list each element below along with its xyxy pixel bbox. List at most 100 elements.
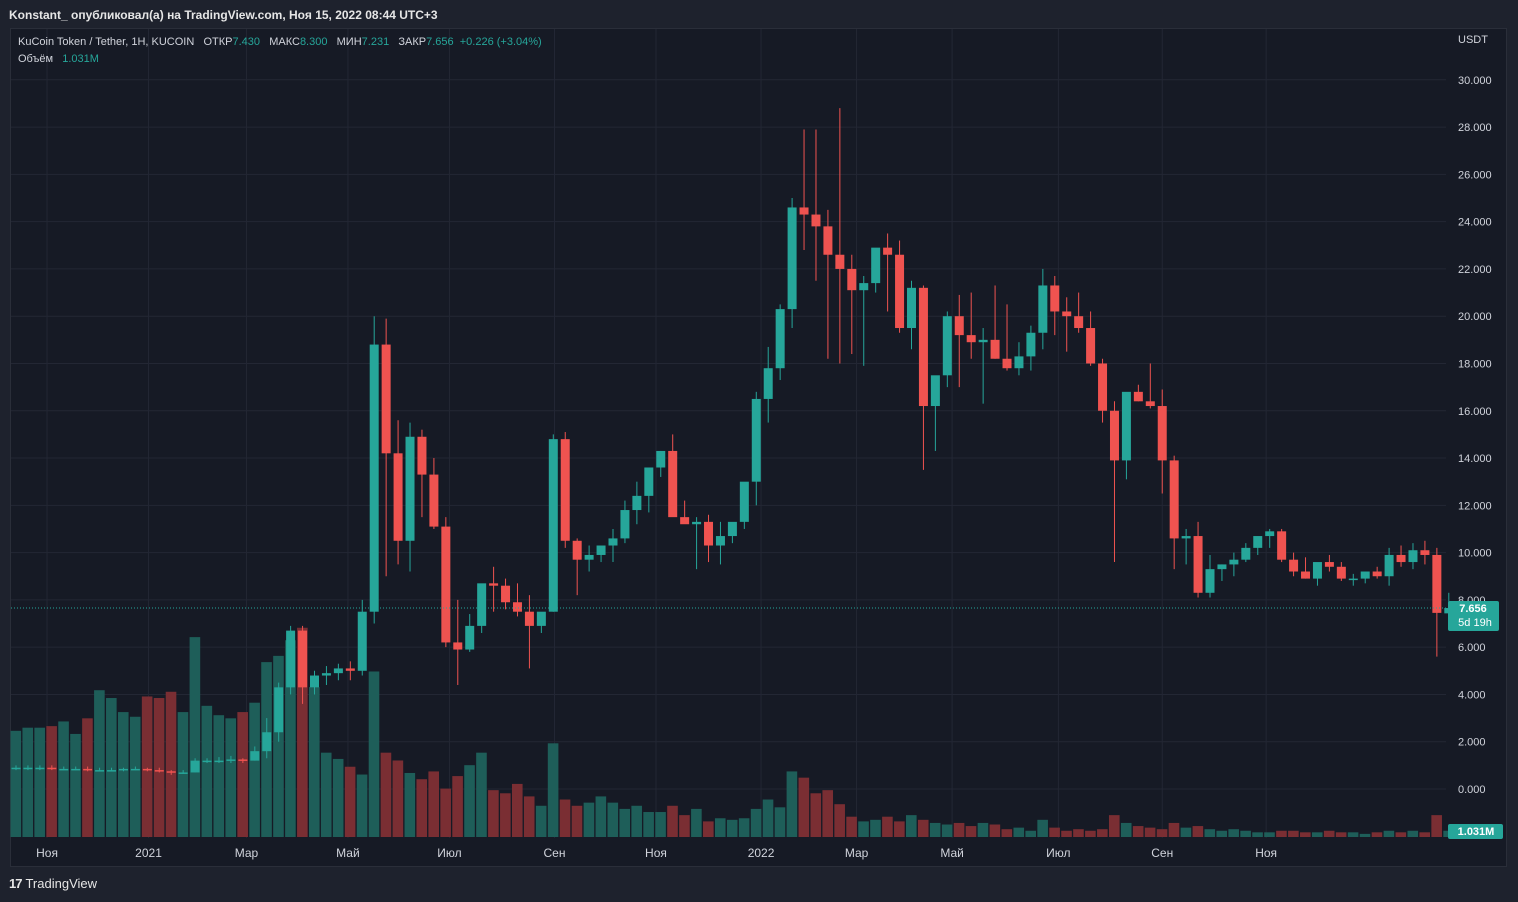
volume-bar <box>46 726 57 837</box>
volume-bar <box>1025 830 1036 837</box>
candle-body <box>154 770 164 772</box>
volume-bar <box>1335 832 1347 837</box>
price-tick-label: 22.000 <box>1458 264 1492 276</box>
volume-bar <box>344 766 356 837</box>
volume-bar <box>571 805 583 837</box>
tradingview-brand[interactable]: 17 TradingView <box>9 876 97 891</box>
volume-bar <box>106 698 117 837</box>
volume-bar <box>404 772 416 837</box>
volume-bar <box>1156 829 1168 837</box>
symbol-label[interactable]: KuCoin Token / Tether, 1H, KUCOIN <box>18 36 195 48</box>
volume-bar <box>225 718 237 837</box>
price-tick-label: 24.000 <box>1458 217 1492 229</box>
volume-bar <box>141 696 153 837</box>
candle-body <box>572 540 582 560</box>
candle-body <box>1074 316 1084 329</box>
open-value: 7.430 <box>232 36 261 48</box>
volume-bars <box>10 627 1454 837</box>
candle-body <box>596 545 606 555</box>
volume-bar <box>428 771 439 837</box>
candle-body <box>202 760 212 763</box>
volume-bar <box>655 812 666 837</box>
candle-body <box>1133 391 1143 402</box>
candle-body <box>1109 410 1119 461</box>
time-tick-label: Ноя <box>1255 846 1277 860</box>
volume-bar <box>94 690 105 837</box>
volume-bar <box>117 712 129 837</box>
volume-bar <box>583 802 595 837</box>
volume-bar <box>129 716 141 837</box>
volume-bar <box>559 799 571 837</box>
volume-bar <box>1419 832 1431 837</box>
volume-bar <box>452 776 463 837</box>
price-tick-label: 14.000 <box>1458 453 1492 465</box>
volume-bar <box>1216 830 1228 837</box>
candle-body <box>190 760 200 773</box>
time-tick-label: Сен <box>544 846 566 860</box>
time-tick-label: Июл <box>437 846 461 860</box>
candle-body <box>166 771 176 773</box>
candle-body <box>118 768 128 771</box>
volume-bar <box>965 826 977 837</box>
brand-name: TradingView <box>25 876 98 891</box>
volume-bar <box>989 824 1001 837</box>
candle-body <box>95 770 105 772</box>
publish-header: Konstant_ опубликовал(а) на TradingView.… <box>0 0 1518 28</box>
candle-body <box>656 450 666 468</box>
volume-value: 1.031M <box>62 53 99 65</box>
volume-bar <box>726 819 738 837</box>
volume-bar <box>332 758 344 837</box>
volume-bar <box>1144 827 1156 837</box>
candle-body <box>608 538 618 546</box>
candle-body <box>715 536 725 546</box>
candle-body <box>895 254 905 329</box>
volume-bar <box>834 804 845 837</box>
volume-bar <box>1108 815 1120 837</box>
candle-body <box>1420 550 1430 555</box>
currency-label: USDT <box>1458 34 1488 46</box>
candle-body <box>799 207 809 215</box>
candle-body <box>178 772 188 774</box>
price-tick-label: 12.000 <box>1458 500 1492 512</box>
price-tick-label: 30.000 <box>1458 75 1492 87</box>
close-value: 7.656 <box>426 36 454 48</box>
volume-bar <box>82 718 93 837</box>
volume-bar <box>22 727 34 837</box>
candle-body <box>966 335 976 343</box>
candle-body <box>47 767 57 770</box>
volume-bar <box>523 796 535 837</box>
candle-body <box>1169 460 1179 539</box>
volume-bar <box>762 799 774 837</box>
volume-bar <box>297 627 308 837</box>
low-label: МИН <box>336 36 362 48</box>
volume-bar <box>858 821 869 837</box>
change-value: +0.226 (+3.04%) <box>459 36 542 48</box>
candle-body <box>1336 566 1346 579</box>
volume-bar <box>476 752 487 837</box>
volume-bar <box>500 793 511 837</box>
candle-body <box>1050 285 1060 312</box>
candle-body <box>787 207 797 310</box>
close-label: ЗАКР <box>398 36 427 48</box>
candle-body <box>954 316 964 336</box>
volume-bar <box>464 765 475 837</box>
volume-bar <box>738 818 750 837</box>
candle-body <box>1372 571 1382 577</box>
volume-bar <box>1001 829 1013 837</box>
candle-body <box>644 467 654 496</box>
volume-bar <box>595 796 607 837</box>
volume-bar <box>58 721 69 837</box>
price-tick-label: 2.000 <box>1458 737 1486 749</box>
price-tick-label: 6.000 <box>1458 642 1486 654</box>
volume-bar <box>1252 832 1263 837</box>
candle-body <box>668 450 678 518</box>
candle-body <box>847 268 857 291</box>
time-scale: Ноя 2021 Мар Май Июл Сен Ноя 2022 Мар Май Июл Сен Но… <box>36 846 1277 860</box>
candle-body <box>1098 363 1108 411</box>
candle-body <box>214 760 224 763</box>
time-tick-label: Май <box>940 846 964 860</box>
candle-body <box>560 439 570 541</box>
volume-bar <box>356 774 368 837</box>
candle-body <box>250 751 260 761</box>
